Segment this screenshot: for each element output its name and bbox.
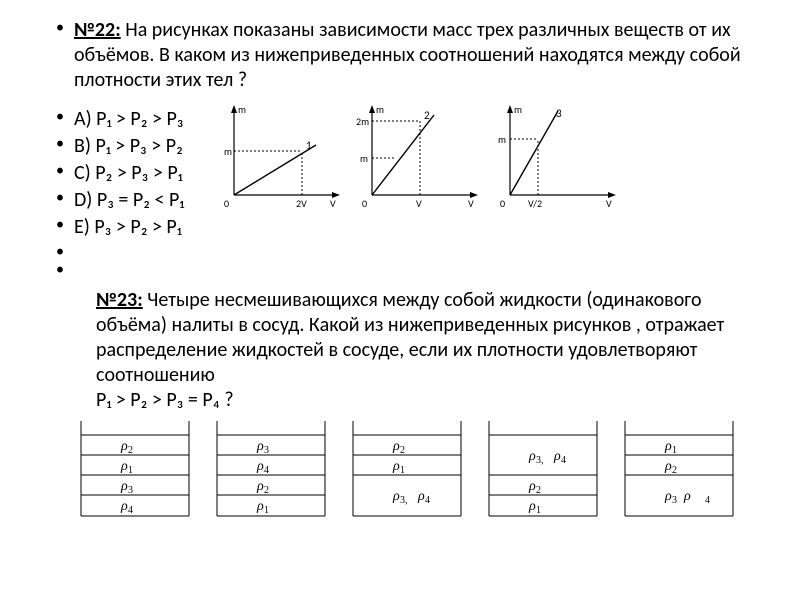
svg-text:m: m: [498, 133, 506, 146]
svg-text:ρ: ρ: [664, 459, 672, 474]
svg-text:ρ: ρ: [120, 459, 128, 474]
svg-text:V/2: V/2: [528, 197, 542, 210]
vessel-5: ρ1ρ2ρ3 ρ4: [624, 421, 734, 517]
svg-text:0: 0: [500, 197, 505, 210]
svg-text:2: 2: [400, 445, 405, 456]
svg-text:0: 0: [224, 197, 229, 210]
graphs-row: m V 0 m 2V 1 m V 0 2m m V 2 m: [212, 101, 620, 211]
svg-text:1: 1: [672, 445, 677, 456]
svg-text:3: 3: [264, 445, 269, 456]
svg-text:ρ: ρ: [417, 489, 425, 504]
mid-row: A) Ρ₁ > Ρ₂ > Ρ₃B) Ρ₁ > Ρ₃ > Ρ₂C) Ρ₂ > Ρ₃…: [56, 107, 768, 260]
svg-text:4: 4: [264, 465, 269, 476]
svg-text:ρ: ρ: [392, 489, 400, 504]
q22-text: На рисунках показаны зависимости масс тр…: [74, 18, 741, 92]
q22-number: №22:: [74, 18, 121, 42]
answers-list: A) Ρ₁ > Ρ₂ > Ρ₃B) Ρ₁ > Ρ₃ > Ρ₂C) Ρ₂ > Ρ₃…: [56, 107, 184, 260]
answer-option: D) Ρ₃ = Ρ₂ < Ρ₁: [56, 188, 184, 213]
svg-text:m: m: [224, 145, 232, 158]
answer-option: E) Ρ₃ > Ρ₂ > Ρ₁: [56, 215, 184, 240]
svg-text:V: V: [416, 197, 422, 210]
svg-text:2: 2: [672, 465, 677, 476]
svg-text:ρ: ρ: [664, 439, 672, 454]
svg-text:V: V: [330, 197, 336, 210]
svg-text:m: m: [514, 103, 522, 116]
svg-text:4: 4: [425, 495, 430, 506]
svg-text:ρ: ρ: [392, 459, 400, 474]
svg-text:ρ: ρ: [256, 479, 264, 494]
svg-text:4: 4: [561, 455, 566, 466]
answer-option: A) Ρ₁ > Ρ₂ > Ρ₃: [56, 107, 184, 132]
svg-text:3: 3: [556, 107, 562, 120]
vessel-3: ρ2ρ1ρ3,ρ4: [352, 421, 462, 517]
q22-title: №22: На рисунках показаны зависимости ма…: [56, 18, 768, 93]
empty-bullet: [56, 260, 768, 280]
q23-title: №23: Четыре несмешивающихся между собой …: [96, 288, 768, 413]
svg-text:1: 1: [306, 139, 312, 152]
vessel-2: ρ3ρ4ρ2ρ1: [216, 421, 326, 517]
svg-text:ρ: ρ: [120, 439, 128, 454]
svg-text:1: 1: [264, 505, 269, 516]
svg-text:ρ: ρ: [392, 439, 400, 454]
svg-text:2m: 2m: [356, 115, 369, 128]
graph-3: m V 0 m V/2 3: [488, 101, 620, 211]
svg-text:2: 2: [264, 485, 269, 496]
answer-option: B) Ρ₁ > Ρ₃ > Ρ₂: [56, 134, 184, 159]
svg-text:ρ: ρ: [664, 489, 672, 504]
svg-text:3: 3: [672, 495, 677, 506]
svg-text:1: 1: [400, 465, 405, 476]
vessel-1: ρ2ρ1ρ3ρ4: [80, 421, 190, 517]
svg-text:3,: 3,: [536, 455, 544, 466]
svg-text:m: m: [376, 103, 384, 116]
svg-text:ρ: ρ: [553, 449, 561, 464]
q23-text: Четыре несмешивающихся между собой жидко…: [96, 288, 724, 387]
svg-text:V: V: [606, 197, 612, 210]
svg-text:ρ: ρ: [256, 499, 264, 514]
q23-number: №23:: [96, 288, 143, 312]
answer-option: C) Ρ₂ > Ρ₃ > Ρ₁: [56, 161, 184, 186]
svg-text:ρ: ρ: [120, 499, 128, 514]
svg-text:ρ: ρ: [528, 499, 536, 514]
svg-text:3,: 3,: [400, 495, 408, 506]
svg-text:m: m: [238, 103, 246, 116]
svg-text:V: V: [468, 197, 474, 210]
svg-text:m: m: [360, 152, 368, 165]
svg-text:ρ: ρ: [256, 459, 264, 474]
svg-text:0: 0: [362, 197, 367, 210]
svg-text:ρ: ρ: [120, 479, 128, 494]
svg-text:1: 1: [128, 465, 133, 476]
svg-text:ρ: ρ: [528, 479, 536, 494]
svg-text:4: 4: [705, 495, 710, 506]
svg-text:3: 3: [128, 485, 133, 496]
graph-1: m V 0 m 2V 1: [212, 101, 344, 211]
empty-bullet: [56, 242, 184, 258]
svg-text:2: 2: [128, 445, 133, 456]
svg-text:2: 2: [536, 485, 541, 496]
q23-relation: Ρ₁ > Ρ₂ > Ρ₃ = Ρ₄ ?: [96, 388, 234, 412]
svg-text:ρ: ρ: [683, 489, 691, 504]
svg-text:2: 2: [424, 109, 430, 122]
svg-text:ρ: ρ: [256, 439, 264, 454]
svg-text:4: 4: [128, 505, 133, 516]
svg-text:2V: 2V: [296, 197, 307, 210]
slide: №22: На рисунках показаны зависимости ма…: [0, 0, 800, 600]
svg-text:ρ: ρ: [528, 449, 536, 464]
svg-text:1: 1: [536, 505, 541, 516]
graph-2: m V 0 2m m V 2: [350, 101, 482, 211]
vessels-row: ρ2ρ1ρ3ρ4ρ3ρ4ρ2ρ1ρ2ρ1ρ3,ρ4ρ3,ρ4ρ2ρ1ρ1ρ2ρ3…: [80, 421, 768, 517]
vessel-4: ρ3,ρ4ρ2ρ1: [488, 421, 598, 517]
